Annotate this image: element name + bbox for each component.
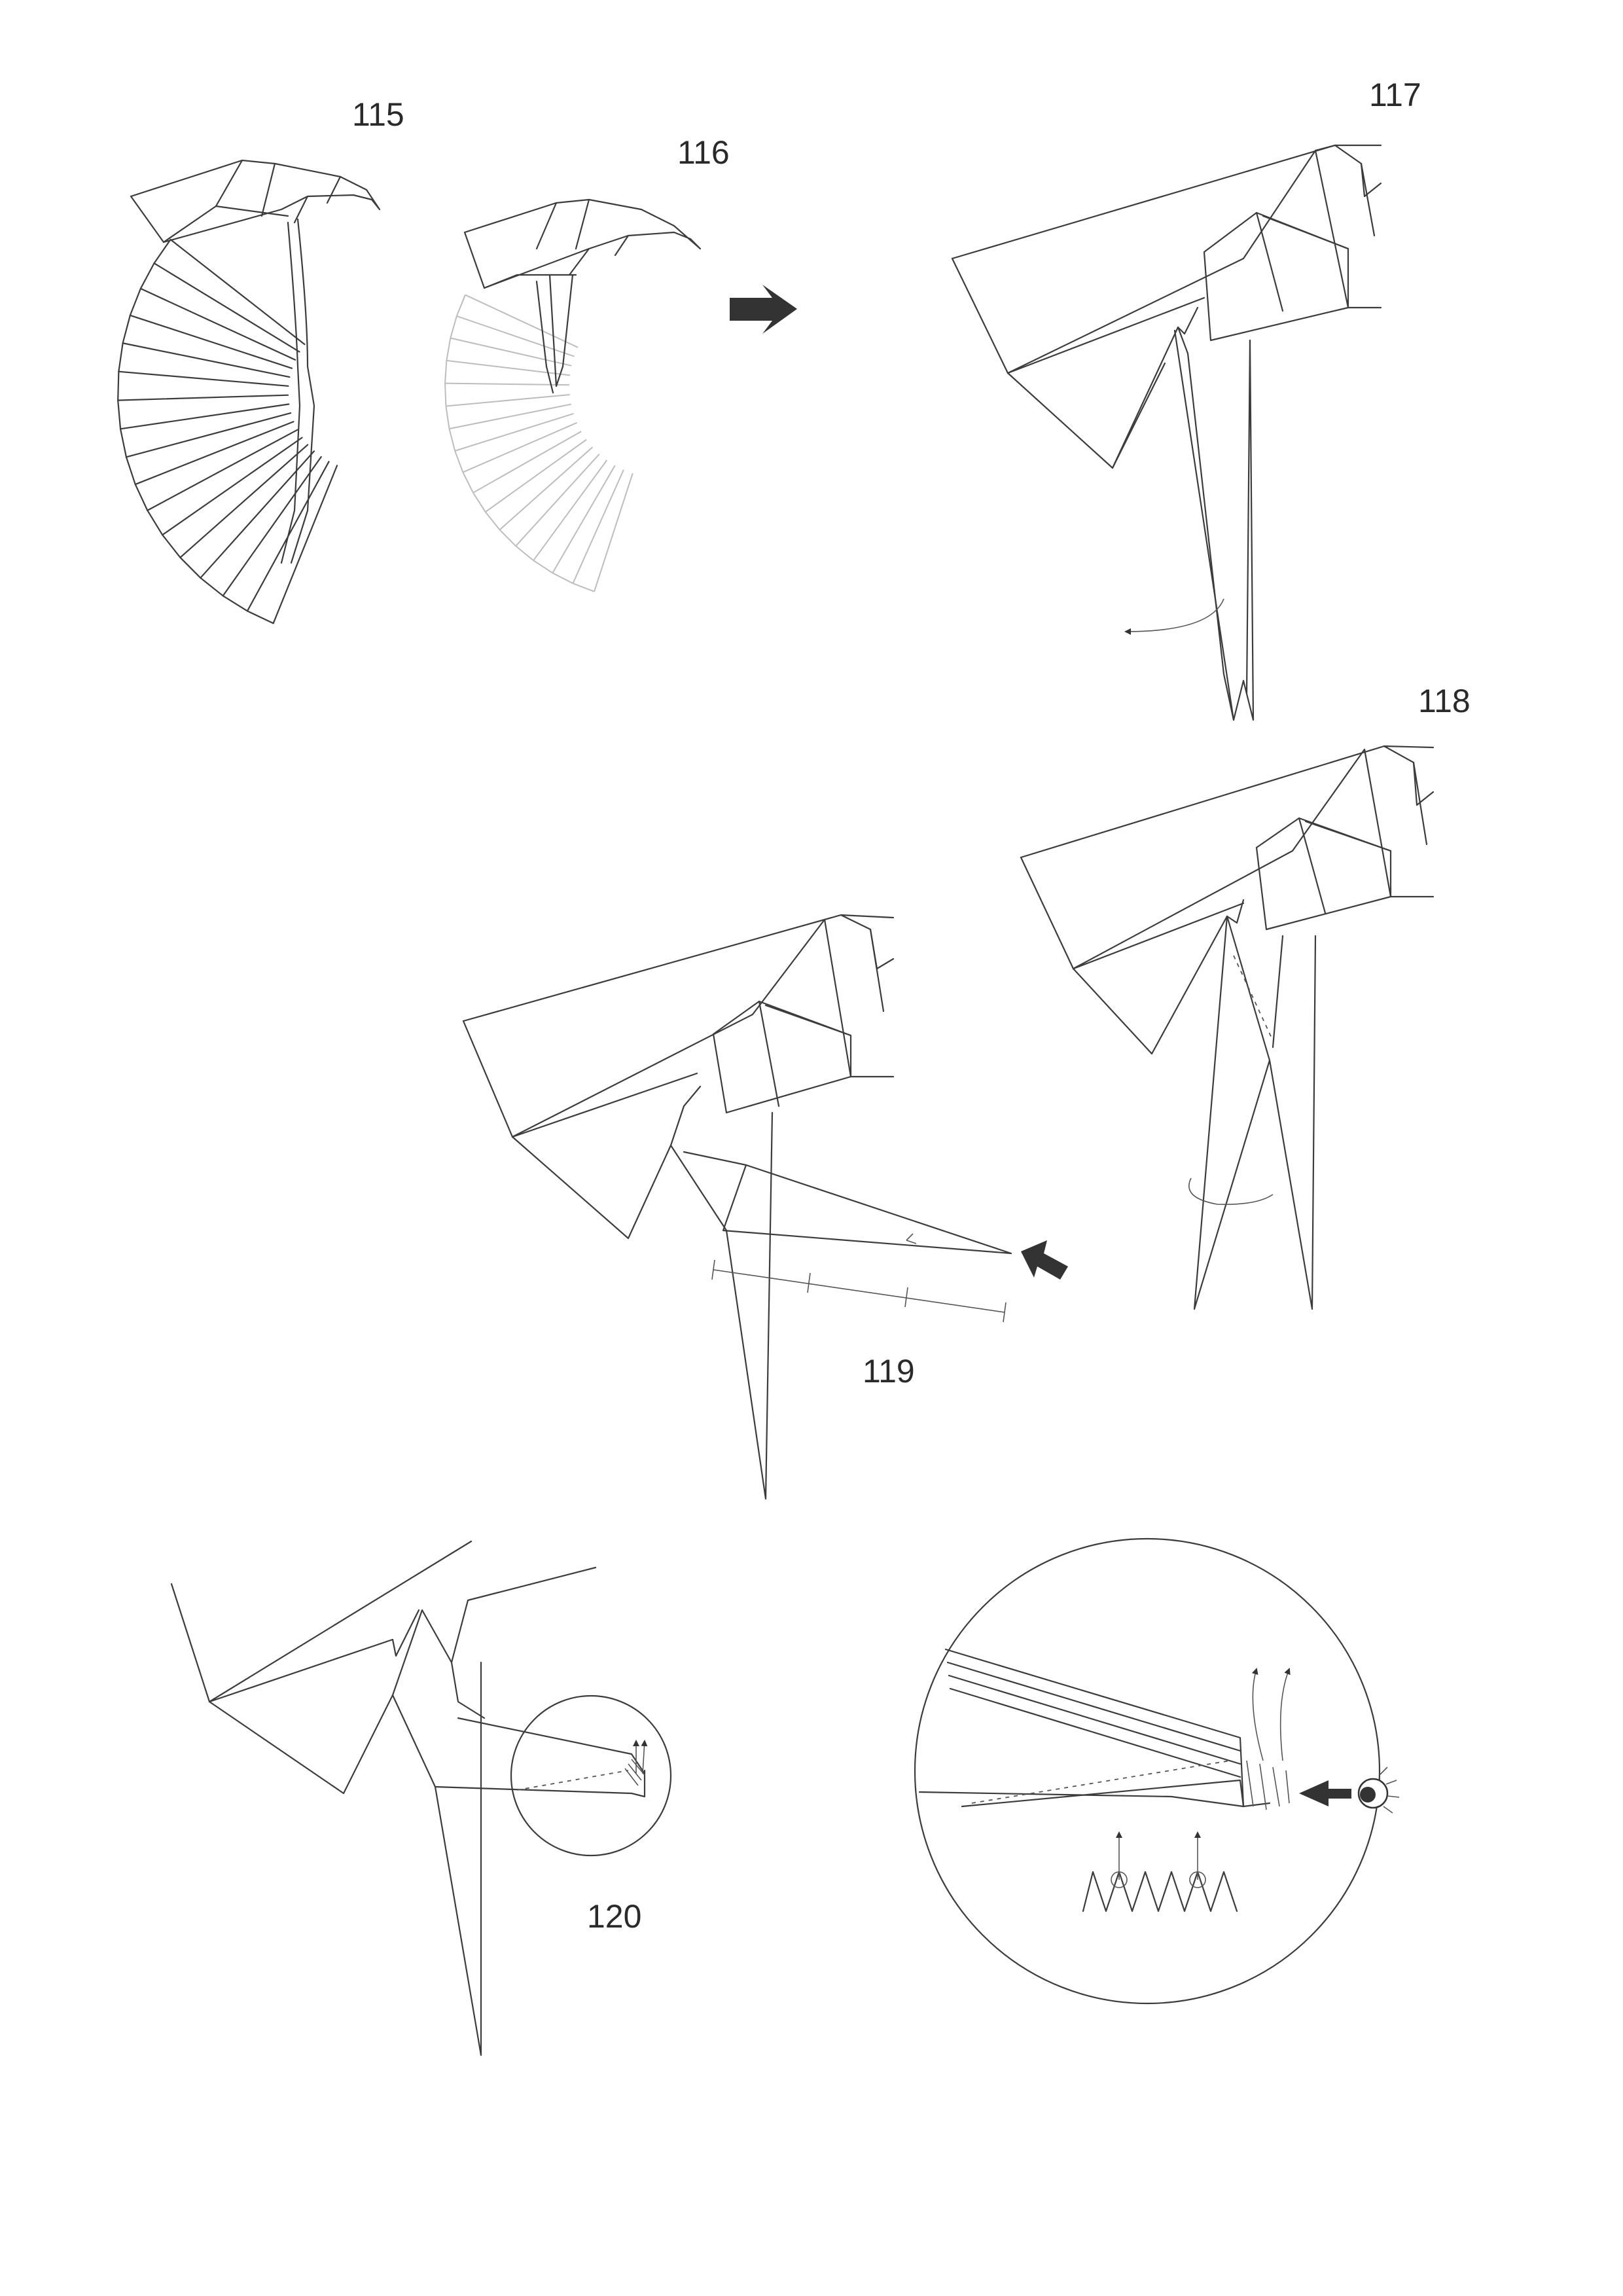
step-120-figure: 120 xyxy=(170,1540,672,2056)
detail-callout-circle xyxy=(510,1695,672,1857)
zoom-detail-figure xyxy=(914,1537,1400,2005)
step-118-figure: 118 xyxy=(1020,683,1471,1310)
eye-icon xyxy=(1357,1767,1400,1814)
step-115-number: 115 xyxy=(352,96,404,133)
step-117-number: 117 xyxy=(1369,77,1421,113)
step-119-figure: 119 xyxy=(462,914,1068,1500)
step-115-figure: 115 xyxy=(117,96,404,624)
curved-arrow-icon xyxy=(1124,598,1224,635)
step-120-number: 120 xyxy=(587,1898,641,1935)
push-arrow-icon xyxy=(1021,1240,1068,1280)
wing-fan-115 xyxy=(117,238,338,624)
step-117-figure: 117 xyxy=(951,77,1421,721)
zoom-circle xyxy=(914,1537,1381,2005)
step-116-number: 116 xyxy=(677,134,730,171)
measure-line xyxy=(711,1259,1007,1323)
wing-fan-116 xyxy=(444,294,633,592)
step-118-number: 118 xyxy=(1418,683,1471,719)
step-116-figure: 116 xyxy=(444,134,730,592)
step-119-number: 119 xyxy=(863,1353,915,1390)
arrow-right-icon xyxy=(730,285,797,334)
view-arrow-icon xyxy=(1299,1780,1351,1806)
